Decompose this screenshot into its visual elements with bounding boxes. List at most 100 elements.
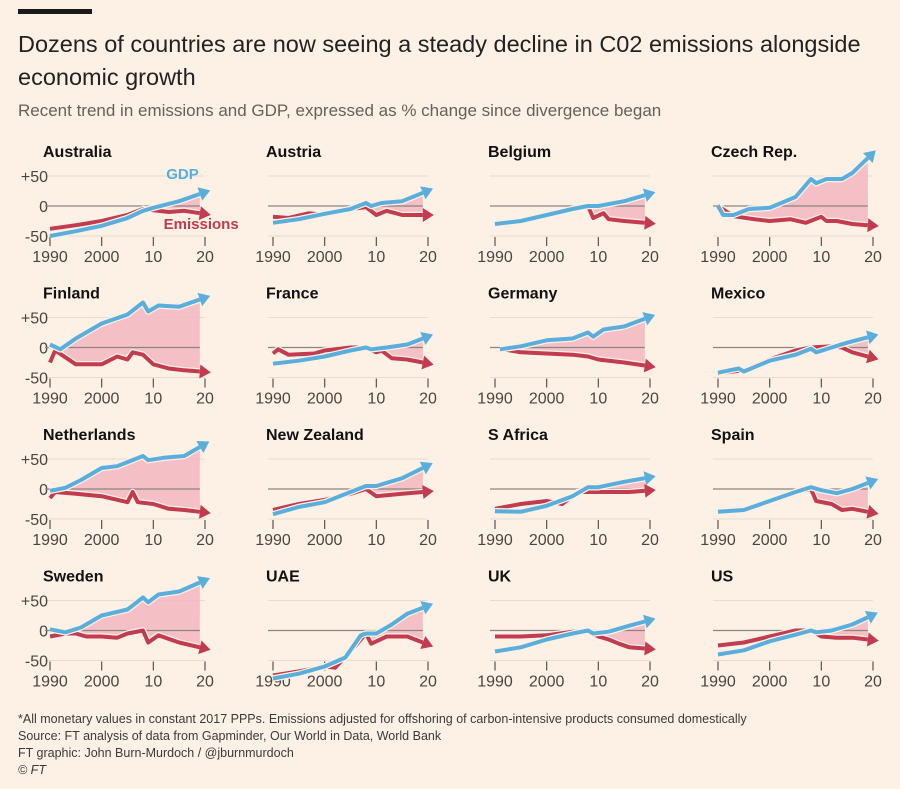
country-panel: Sweden 1990 2000 10 20 +50 0 -50 xyxy=(21,569,214,691)
x-tick-label: 1990 xyxy=(255,532,291,549)
y-tick-label: +50 xyxy=(21,311,48,328)
x-tick-label: 1990 xyxy=(255,249,291,266)
gdp-arrowhead xyxy=(642,312,656,326)
x-tick-label: 10 xyxy=(367,249,385,266)
emissions-arrowhead xyxy=(644,215,656,230)
emissions-arrowhead xyxy=(199,364,211,379)
x-tick-label: 10 xyxy=(589,391,607,408)
gdp-line xyxy=(49,580,201,635)
y-tick-label: +50 xyxy=(21,452,48,469)
gdp-line xyxy=(49,192,201,238)
x-tick-label: 1990 xyxy=(32,674,68,691)
country-panel: Czech Rep. 1990 2000 10 20 xyxy=(700,144,882,266)
gdp-arrowhead xyxy=(864,610,878,624)
y-tick-label: -50 xyxy=(25,654,48,671)
x-tick-label: 1990 xyxy=(255,391,291,408)
panel-title: Germany xyxy=(488,286,557,303)
gdp-arrowhead xyxy=(420,601,434,615)
gdp-arrowhead xyxy=(643,471,656,486)
country-panel: Netherlands 1990 2000 10 20 +50 0 -50 xyxy=(21,427,214,549)
country-panel: Australia 1990 2000 10 20 +50 0 -50 GDP Emissions xyxy=(21,144,239,266)
emissions-arrowhead xyxy=(421,355,434,370)
panel-title: Australia xyxy=(43,144,112,161)
x-tick-label: 10 xyxy=(144,674,162,691)
emissions-arrowhead xyxy=(866,349,879,364)
panel-title: UK xyxy=(488,569,512,586)
gdp-line xyxy=(499,316,646,352)
x-tick-label: 2000 xyxy=(752,532,788,549)
x-tick-label: 1990 xyxy=(477,674,513,691)
x-tick-label: 20 xyxy=(641,391,659,408)
country-panel: France 1990 2000 10 20 xyxy=(255,286,437,408)
country-panel: New Zealand 1990 2000 10 20 xyxy=(255,427,437,549)
divergence-gap-fill xyxy=(55,299,200,372)
gdp-line xyxy=(272,605,424,681)
x-tick-label: 20 xyxy=(419,391,437,408)
emissions-line xyxy=(49,628,201,650)
gdp-line xyxy=(272,466,424,517)
x-tick-label: 10 xyxy=(812,391,830,408)
gdp-arrowhead xyxy=(197,187,211,201)
x-tick-label: 10 xyxy=(367,532,385,549)
x-tick-label: 10 xyxy=(144,532,162,549)
country-panel: Mexico 1990 2000 10 20 xyxy=(700,286,882,408)
gdp-line xyxy=(717,481,869,514)
panel-title: Mexico xyxy=(711,286,765,303)
x-tick-label: 2000 xyxy=(307,391,343,408)
x-tick-label: 2000 xyxy=(84,532,120,549)
emissions-arrowhead xyxy=(644,641,656,656)
y-tick-label: 0 xyxy=(39,341,48,358)
gdp-line xyxy=(272,190,424,225)
y-tick-label: +50 xyxy=(21,169,48,186)
x-tick-label: 20 xyxy=(641,674,659,691)
x-tick-label: 10 xyxy=(589,532,607,549)
emissions-arrowhead xyxy=(199,504,211,519)
x-tick-label: 20 xyxy=(419,532,437,549)
x-tick-label: 20 xyxy=(864,391,882,408)
x-tick-label: 20 xyxy=(196,391,214,408)
emissions-line xyxy=(716,204,868,228)
panel-title: Finland xyxy=(43,286,100,303)
gdp-arrowhead xyxy=(862,150,876,164)
panel-title: Belgium xyxy=(488,144,551,161)
x-tick-label: 2000 xyxy=(307,532,343,549)
emissions-arrowhead xyxy=(198,640,211,655)
y-tick-label: -50 xyxy=(25,229,48,246)
emissions-series-label: Emissions xyxy=(164,216,239,233)
x-tick-label: 10 xyxy=(367,391,385,408)
x-tick-label: 2000 xyxy=(529,391,565,408)
x-tick-label: 20 xyxy=(196,674,214,691)
y-tick-label: 0 xyxy=(39,199,48,216)
panel-title: S Africa xyxy=(488,427,548,444)
x-tick-label: 20 xyxy=(419,249,437,266)
y-tick-label: -50 xyxy=(25,371,48,388)
gdp-line xyxy=(272,336,424,366)
gdp-arrowhead xyxy=(642,188,656,202)
chart-subtitle: Recent trend in emissions and GDP, expre… xyxy=(18,101,662,120)
country-panel: Austria 1990 2000 10 20 xyxy=(255,144,437,266)
x-tick-label: 2000 xyxy=(529,674,565,691)
x-tick-label: 2000 xyxy=(752,249,788,266)
x-tick-label: 1990 xyxy=(700,249,736,266)
x-tick-label: 2000 xyxy=(84,391,120,408)
emissions-arrowhead xyxy=(644,483,656,498)
gdp-line xyxy=(717,335,869,375)
x-tick-label: 1990 xyxy=(700,674,736,691)
divergence-gap-fill xyxy=(55,447,200,512)
panel-title: Czech Rep. xyxy=(711,144,797,161)
country-panel: US 1990 2000 10 20 xyxy=(700,569,882,691)
gdp-line xyxy=(49,445,201,493)
x-tick-label: 20 xyxy=(864,249,882,266)
emissions-arrowhead xyxy=(643,358,656,373)
x-tick-label: 10 xyxy=(367,674,385,691)
x-tick-label: 20 xyxy=(196,532,214,549)
x-tick-label: 1990 xyxy=(700,532,736,549)
country-panel: Germany 1990 2000 10 20 xyxy=(477,286,659,408)
x-tick-label: 1990 xyxy=(32,249,68,266)
x-tick-label: 10 xyxy=(589,674,607,691)
emissions-arrowhead xyxy=(867,218,879,233)
emissions-line xyxy=(48,490,201,514)
panel-title: UAE xyxy=(266,569,300,586)
